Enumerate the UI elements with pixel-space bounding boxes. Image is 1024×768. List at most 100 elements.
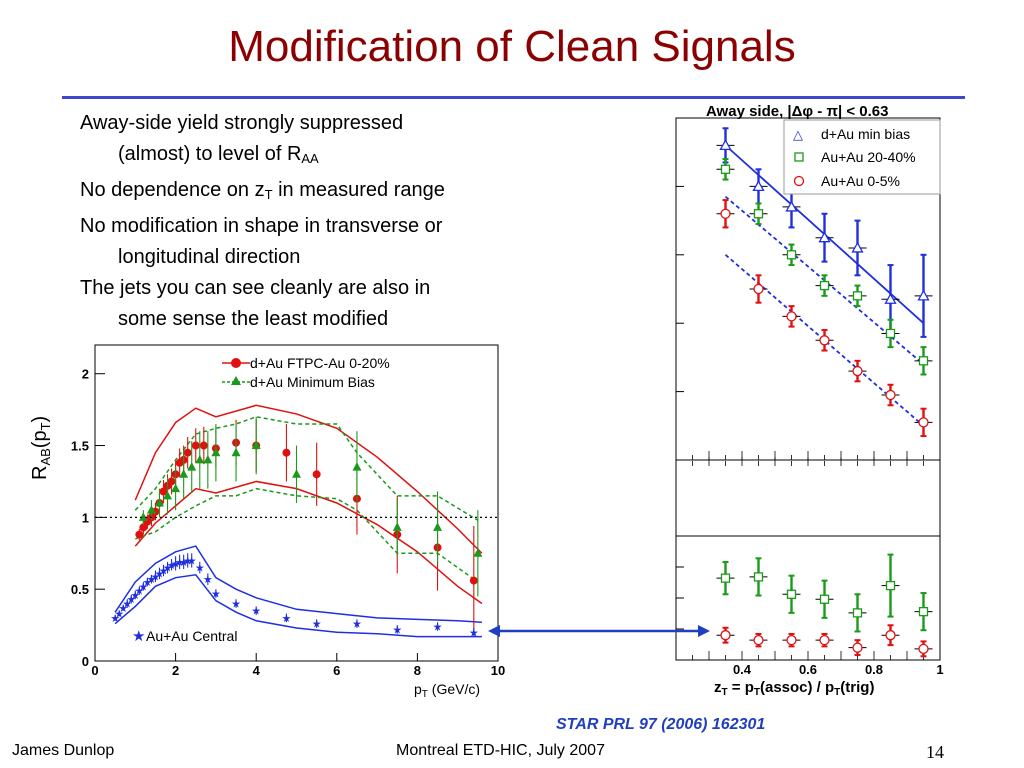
band-lower xyxy=(135,487,479,583)
data-point-auau-2040 xyxy=(885,580,896,591)
x-tick-label: 8 xyxy=(414,663,421,678)
data-point-dau xyxy=(851,241,864,253)
away-side-title: Away side, |Δφ - π| < 0.63 xyxy=(706,103,888,120)
data-point-dau-minbias xyxy=(195,454,205,464)
data-point-auau-central: ★ xyxy=(130,590,140,602)
data-point-dau-ftpc xyxy=(167,477,176,486)
bullet-3-cont: longitudinal direction xyxy=(118,246,301,268)
page-number: 14 xyxy=(926,742,944,762)
y-tick-label: 0.5 xyxy=(71,582,89,597)
data-point-auau-central: ★ xyxy=(159,566,169,578)
data-point-auau-05 xyxy=(753,635,764,646)
auau-central-label: Au+Au Central xyxy=(146,628,237,644)
data-point-auau-central: ★ xyxy=(171,558,181,570)
data-point-dau-minbias xyxy=(231,447,241,457)
data-point-dau-ftpc xyxy=(159,487,168,496)
y-tick-label: 1 xyxy=(82,510,89,525)
data-point-dau-ftpc xyxy=(151,507,160,516)
data-point-auau-central: ★ xyxy=(195,563,205,575)
y-tick-label: 0 xyxy=(82,654,89,669)
y-tick-label: 2 xyxy=(82,367,89,382)
data-point-auau-2040 xyxy=(786,250,797,260)
data-point-auau-2040 xyxy=(786,589,797,599)
bullet-2: No dependence on zT in measured range xyxy=(80,179,445,202)
data-point-dau-ftpc xyxy=(312,470,321,479)
data-point-auau-central: ★ xyxy=(142,577,152,589)
data-point-auau-central: ★ xyxy=(122,599,132,611)
rab-xlabel: pT (GeV/c) xyxy=(414,681,480,700)
band-upper xyxy=(134,404,483,554)
slide-title: Modification of Clean Signals xyxy=(228,22,796,71)
data-point-dau xyxy=(818,231,831,243)
y-tick-label: 1.5 xyxy=(71,439,89,454)
bullet-1: Away-side yield strongly suppressed xyxy=(80,112,404,134)
data-point-auau-05 xyxy=(852,365,863,377)
data-point-dau-minbias xyxy=(392,522,402,531)
legend-auau-2040: Au+Au 20-40% xyxy=(821,149,916,165)
footer-author: James Dunlop xyxy=(12,742,115,759)
data-point-auau-2040 xyxy=(819,280,830,291)
data-point-auau-central: ★ xyxy=(134,586,144,598)
data-point-dau-ftpc xyxy=(175,458,184,467)
data-point-dau xyxy=(785,200,798,212)
data-point-auau-central: ★ xyxy=(203,574,213,586)
bullet-list: Away-side yield strongly suppressed (alm… xyxy=(80,108,600,335)
data-point-dau-minbias xyxy=(473,548,483,557)
data-point-auau-central: ★ xyxy=(392,624,402,636)
data-point-dau-ftpc xyxy=(179,455,188,464)
data-point-auau-2040 xyxy=(753,209,764,219)
data-point-auau-central: ★ xyxy=(175,557,185,569)
zt-xlabel: zT = pT(assoc) / pT(trig) xyxy=(714,679,874,698)
data-point-dau-ftpc xyxy=(163,481,172,490)
title-underline xyxy=(62,96,965,99)
data-point-auau-central: ★ xyxy=(126,594,136,606)
band-lower xyxy=(134,480,483,605)
data-point-dau-ftpc xyxy=(171,470,180,479)
data-point-auau-05 xyxy=(720,630,731,641)
data-point-dau-ftpc xyxy=(147,513,156,522)
data-point-auau-05 xyxy=(753,283,764,295)
data-point-auau-central: ★ xyxy=(312,619,322,631)
footer-conference: Montreal ETD-HIC, July 2007 xyxy=(396,742,605,759)
data-point-auau-central: ★ xyxy=(167,560,177,572)
data-point-auau-central: ★ xyxy=(110,613,120,625)
data-point-dau-minbias xyxy=(187,462,197,471)
data-point-auau-central: ★ xyxy=(469,627,479,639)
zt-tick-label: 0.6 xyxy=(799,662,817,677)
data-point-auau-05 xyxy=(885,389,896,401)
data-point-auau-05 xyxy=(918,643,929,654)
data-point-dau-ftpc xyxy=(191,441,200,450)
data-point-auau-central: ★ xyxy=(433,622,443,634)
fit-line xyxy=(724,254,925,427)
arrowhead-right xyxy=(698,625,710,637)
data-point-dau-minbias xyxy=(352,462,362,471)
data-point-dau-minbias xyxy=(211,447,221,457)
data-point-auau-central: ★ xyxy=(146,574,156,586)
data-point-auau-05 xyxy=(819,635,830,646)
zt-tick-label: 0.8 xyxy=(865,662,883,677)
data-point-dau-minbias xyxy=(203,454,213,464)
band-lower xyxy=(114,574,482,638)
data-point-auau-2040 xyxy=(720,573,731,583)
legend-dau-ftpc: d+Au FTPC-Au 0-20% xyxy=(250,355,390,371)
data-point-auau-05 xyxy=(819,335,830,346)
data-point-auau-central: ★ xyxy=(179,557,189,569)
data-point-dau-ftpc xyxy=(143,517,152,526)
data-point-auau-central: ★ xyxy=(183,555,193,567)
data-point-dau-ftpc xyxy=(282,448,291,457)
data-point-dau xyxy=(917,289,930,301)
data-point-auau-central: ★ xyxy=(211,588,221,600)
data-point-dau-ftpc xyxy=(199,441,208,450)
legend-circle-icon xyxy=(793,175,805,187)
rab-ylabel: RAB(pT) xyxy=(29,416,53,480)
data-point-dau-ftpc xyxy=(139,523,148,532)
data-point-auau-central: ★ xyxy=(352,619,362,631)
data-point-auau-central: ★ xyxy=(151,571,161,583)
data-point-dau-minbias xyxy=(138,512,148,521)
data-point-dau-minbias xyxy=(433,522,443,531)
star-marker-label: ★ xyxy=(132,628,145,645)
data-point-dau-ftpc xyxy=(135,530,144,539)
data-point-auau-central: ★ xyxy=(138,581,148,593)
data-point-auau-2040 xyxy=(720,164,731,174)
lower-panel-frame xyxy=(675,535,941,661)
